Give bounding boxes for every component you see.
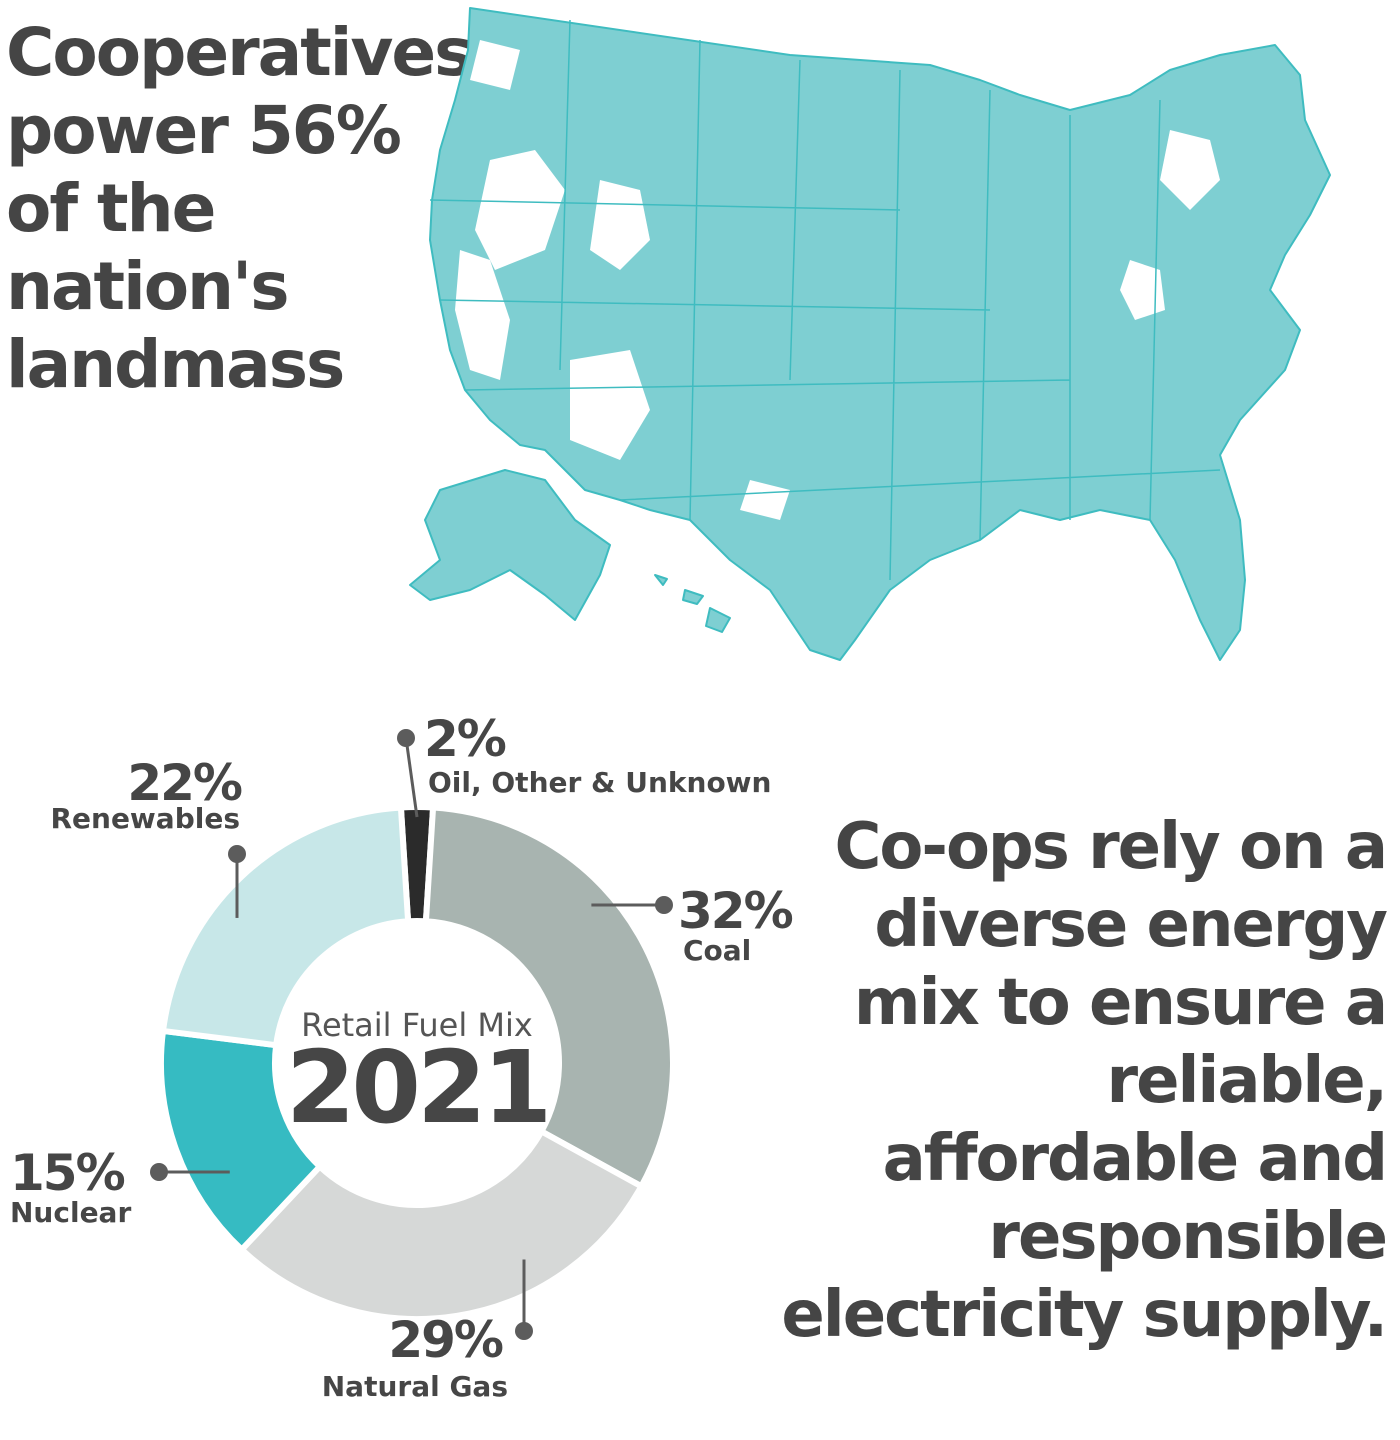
map-gap-southwest xyxy=(570,350,650,460)
label-coal-name: Coal xyxy=(683,934,751,967)
contiguous-us-shape xyxy=(429,7,1331,661)
tagline: Co-ops rely on a diverse energy mix to e… xyxy=(781,810,1388,1352)
label-oil-other-name: Oil, Other & Unknown xyxy=(428,766,771,799)
map-gap-northwest xyxy=(470,40,520,90)
slice-nuclear xyxy=(158,1027,325,1254)
slice-renewables xyxy=(159,804,412,1049)
us-cooperatives-map xyxy=(409,7,1331,661)
chart-title: Retail Fuel Mix xyxy=(301,1006,533,1044)
fuel-mix-donut-chart: 2% Oil, Other & Unknown 22% Renewables 3… xyxy=(10,710,795,1403)
leader-dot-renewables xyxy=(228,845,246,863)
headline: Cooperatives power 56% of the nation's l… xyxy=(6,14,473,403)
map-gap-west-3 xyxy=(455,250,510,380)
label-natural-gas-name: Natural Gas xyxy=(322,1370,508,1403)
leader-dot-natural-gas xyxy=(515,1322,533,1340)
label-nuclear-name: Nuclear xyxy=(10,1196,131,1229)
map-gap-west-1 xyxy=(475,150,565,270)
leader-dot-nuclear xyxy=(150,1163,168,1181)
map-gap-texas xyxy=(740,480,790,520)
alaska-shape xyxy=(409,469,611,621)
label-renewables-name: Renewables xyxy=(50,802,240,835)
label-renewables-pct: 22% xyxy=(127,754,242,812)
label-nuclear-pct: 15% xyxy=(10,1144,125,1202)
leader-dot-oil-other xyxy=(397,729,415,747)
donut-slices xyxy=(158,804,676,1322)
hawaii-islands xyxy=(654,574,731,633)
slice-natural-gas xyxy=(237,1127,646,1322)
state-borders xyxy=(429,19,1221,581)
slice-coal xyxy=(422,804,676,1191)
label-natural-gas-pct: 29% xyxy=(388,1311,503,1369)
map-gap-east-1 xyxy=(1160,130,1220,210)
leader-lines xyxy=(150,729,673,1340)
leader-dot-coal xyxy=(655,896,673,914)
label-coal-pct: 32% xyxy=(678,882,793,940)
map-gap-west-2 xyxy=(590,180,650,270)
label-oil-other-pct: 2% xyxy=(424,710,506,768)
chart-center-year: 2021 xyxy=(286,1029,548,1146)
leader-line-oil-other xyxy=(404,737,419,818)
map-gap-east-2 xyxy=(1120,260,1165,320)
